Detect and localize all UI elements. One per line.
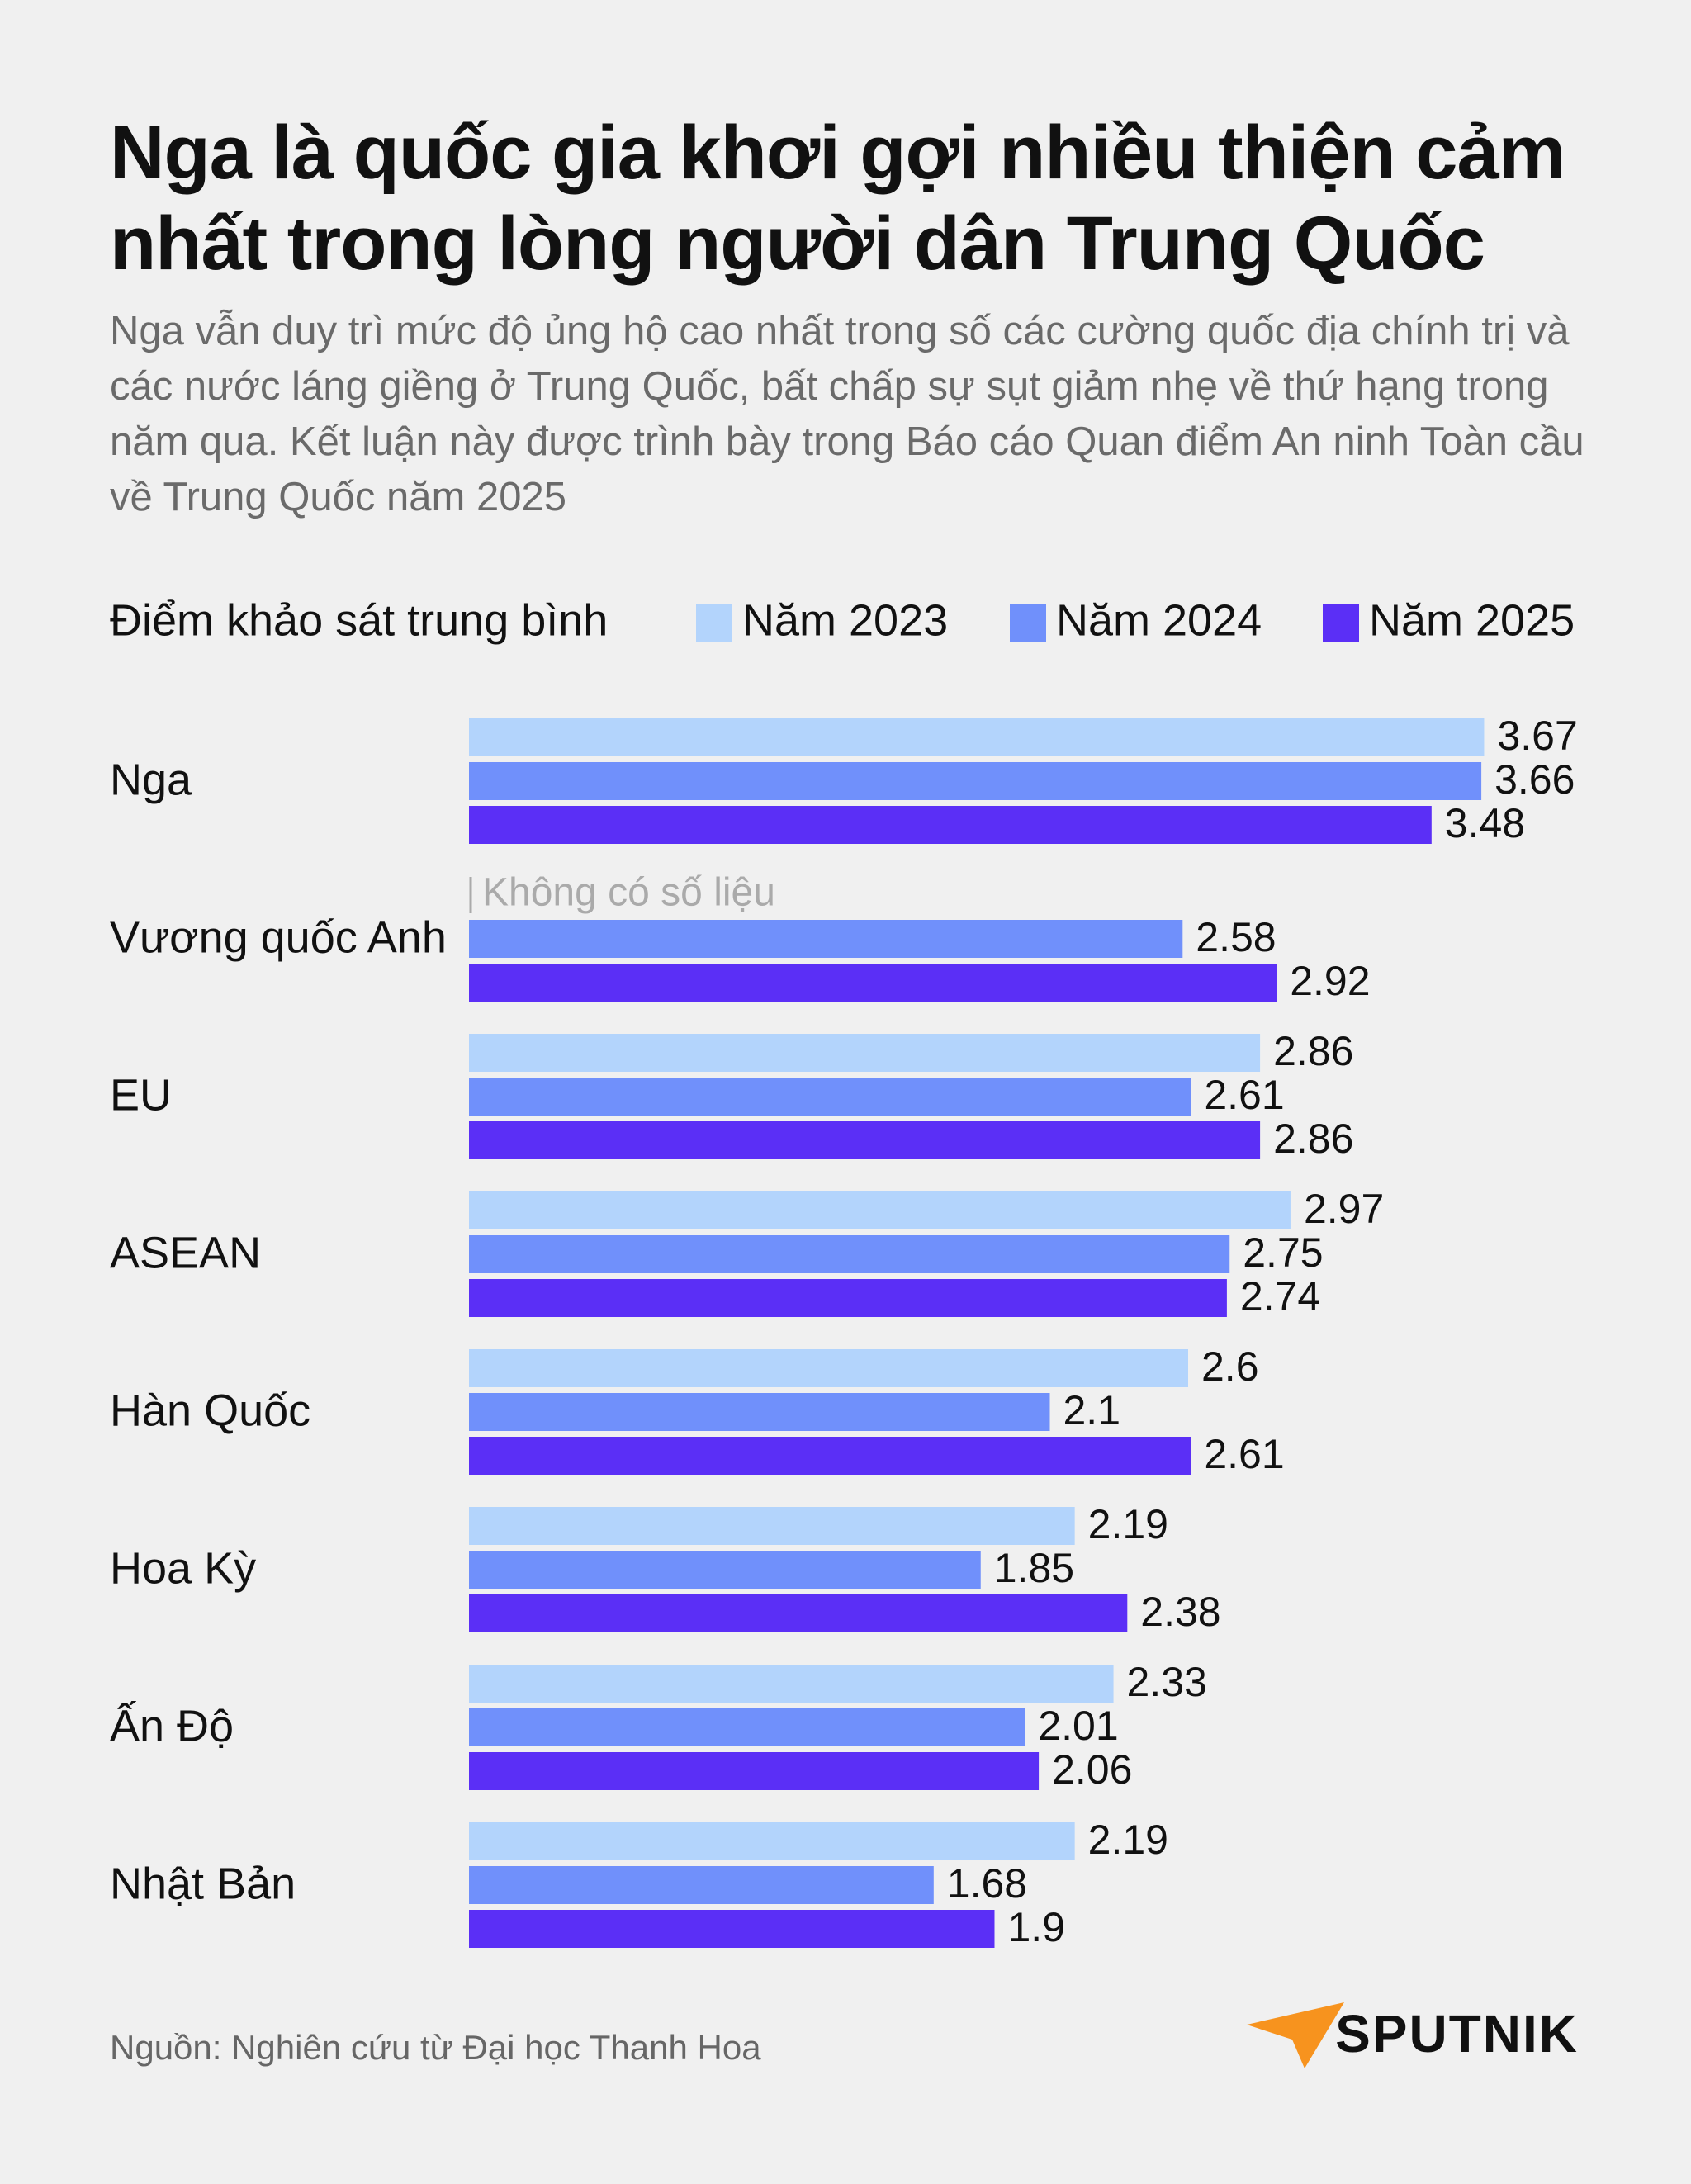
bar <box>469 1191 1291 1229</box>
value-label: 1.85 <box>994 1545 1074 1591</box>
bar <box>469 1665 1114 1703</box>
value-label: 2.74 <box>1240 1273 1320 1319</box>
value-label: 2.75 <box>1243 1229 1323 1276</box>
chart-title: Nga là quốc gia khơi gợi nhiều thiện cảm… <box>110 111 1565 286</box>
annotation: Không có số liệu <box>482 871 775 915</box>
legend-label: Năm 2024 <box>1056 595 1262 645</box>
value-label: 1.9 <box>1008 1904 1066 1950</box>
bar <box>469 1034 1261 1072</box>
value-label: 2.58 <box>1196 914 1276 960</box>
value-label: 2.92 <box>1290 958 1370 1004</box>
bar <box>469 762 1482 800</box>
category-label: Hàn Quốc <box>110 1386 310 1435</box>
bar <box>469 920 1183 958</box>
legend-label: Năm 2025 <box>1369 595 1575 645</box>
value-label: 1.68 <box>947 1860 1027 1907</box>
value-label: 3.48 <box>1445 800 1525 846</box>
bar <box>469 1437 1191 1475</box>
value-label: 2.38 <box>1140 1589 1220 1635</box>
value-label: 2.01 <box>1038 1703 1118 1749</box>
bar <box>469 1910 995 1948</box>
chart-subtitle: Nga vẫn duy trì mức độ ủng hộ cao nhất t… <box>110 309 1584 519</box>
bar <box>469 806 1432 844</box>
bar <box>469 718 1485 756</box>
logo-icon <box>1247 2002 1344 2068</box>
bar <box>469 1078 1191 1116</box>
legend-swatch <box>1323 604 1359 642</box>
bar <box>469 1551 981 1589</box>
value-label: 2.97 <box>1304 1186 1384 1232</box>
bar <box>469 1866 934 1904</box>
axis-label: Điểm khảo sát trung bình <box>110 595 608 645</box>
category-label: Nga <box>110 755 192 804</box>
value-label: 2.06 <box>1052 1746 1132 1793</box>
value-label: 2.86 <box>1273 1028 1353 1074</box>
category-label: Vương quốc Anh <box>110 912 447 962</box>
bar <box>469 1752 1040 1790</box>
category-label: Ấn Độ <box>110 1701 234 1751</box>
value-label: 3.66 <box>1494 756 1575 803</box>
logo: SPUTNIK <box>1335 2004 1579 2063</box>
bar <box>469 964 1277 1002</box>
bar <box>469 1708 1025 1746</box>
category-label: Hoa Kỳ <box>110 1543 256 1593</box>
source: Nguồn: Nghiên cứu từ Đại học Thanh Hoa <box>110 2028 761 2067</box>
category-label: ASEAN <box>110 1228 261 1277</box>
bar <box>469 1279 1227 1317</box>
bar <box>469 1235 1230 1273</box>
legend-label: Năm 2023 <box>742 595 948 645</box>
value-label: 2.86 <box>1273 1116 1353 1162</box>
value-label: 2.61 <box>1204 1431 1284 1477</box>
bar <box>469 1121 1261 1159</box>
value-label: 2.6 <box>1201 1343 1259 1390</box>
value-label: 3.67 <box>1497 713 1577 759</box>
bar <box>469 1349 1188 1387</box>
legend-swatch <box>696 604 732 642</box>
bar <box>469 1594 1128 1632</box>
value-label: 2.19 <box>1088 1501 1168 1547</box>
bar <box>469 1393 1050 1431</box>
bar <box>469 1507 1075 1545</box>
legend-swatch <box>1010 604 1046 642</box>
category-label: Nhật Bản <box>110 1859 296 1908</box>
category-label: EU <box>110 1070 172 1120</box>
bar <box>469 1822 1075 1860</box>
value-label: 2.19 <box>1088 1817 1168 1863</box>
value-label: 2.61 <box>1204 1072 1284 1118</box>
value-label: 2.33 <box>1127 1659 1207 1705</box>
value-label: 2.1 <box>1063 1387 1121 1433</box>
